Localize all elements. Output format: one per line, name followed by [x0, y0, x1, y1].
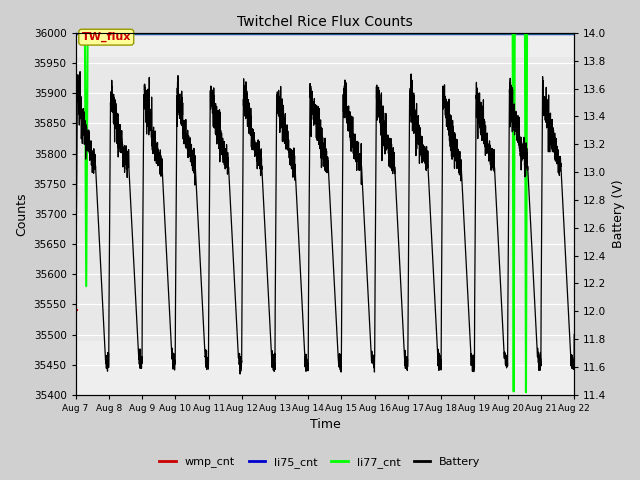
Bar [76, 33, 574, 57]
Title: Twitchel Rice Flux Counts: Twitchel Rice Flux Counts [237, 15, 413, 29]
Legend: wmp_cnt, li75_cnt, li77_cnt, Battery: wmp_cnt, li75_cnt, li77_cnt, Battery [155, 452, 485, 472]
Y-axis label: Battery (V): Battery (V) [612, 180, 625, 248]
Text: TW_flux: TW_flux [81, 32, 131, 42]
Y-axis label: Counts: Counts [15, 192, 28, 236]
X-axis label: Time: Time [310, 419, 340, 432]
Bar [76, 340, 574, 395]
